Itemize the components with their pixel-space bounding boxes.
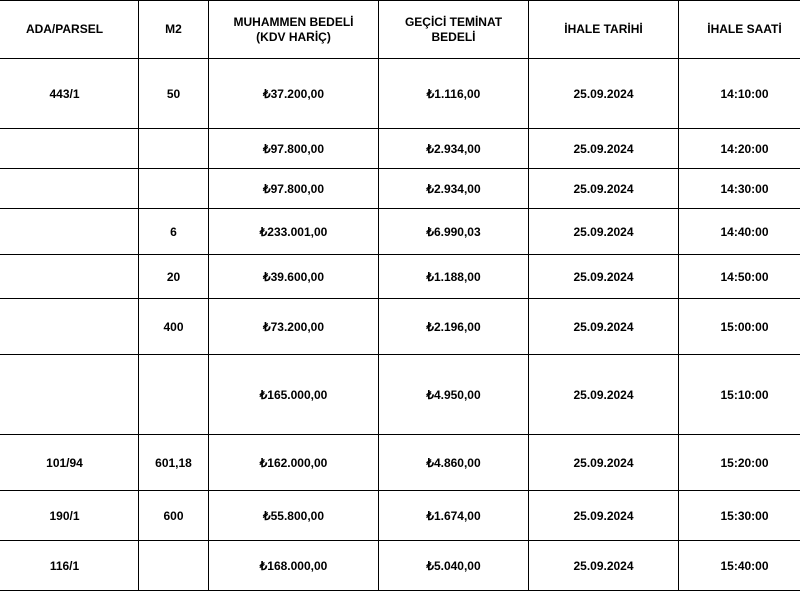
cell-tar: 25.09.2024 xyxy=(529,355,679,435)
tender-table-container: ADA/PARSEL M2 MUHAMMEN BEDELİ(KDV HARİÇ)… xyxy=(0,0,800,600)
cell-muh: ₺162.000,00 xyxy=(209,435,379,491)
col-header-muh: MUHAMMEN BEDELİ(KDV HARİÇ) xyxy=(209,1,379,59)
cell-ada: 190/1 xyxy=(0,491,139,541)
cell-m2 xyxy=(139,129,209,169)
cell-saat: 14:20:00 xyxy=(679,129,800,169)
cell-tar: 25.09.2024 xyxy=(529,255,679,299)
cell-ada xyxy=(0,299,139,355)
cell-tar: 25.09.2024 xyxy=(529,129,679,169)
cell-saat: 14:10:00 xyxy=(679,59,800,129)
col-header-tar: İHALE TARİHİ xyxy=(529,1,679,59)
tender-table: ADA/PARSEL M2 MUHAMMEN BEDELİ(KDV HARİÇ)… xyxy=(0,0,800,591)
cell-saat: 15:20:00 xyxy=(679,435,800,491)
table-row: 20₺39.600,00₺1.188,0025.09.202414:50:00 xyxy=(0,255,800,299)
table-body: 443/150₺37.200,00₺1.116,0025.09.202414:1… xyxy=(0,59,800,591)
cell-m2: 50 xyxy=(139,59,209,129)
cell-tar: 25.09.2024 xyxy=(529,491,679,541)
cell-tem: ₺2.934,00 xyxy=(379,169,529,209)
cell-m2: 601,18 xyxy=(139,435,209,491)
cell-tem: ₺2.196,00 xyxy=(379,299,529,355)
cell-tar: 25.09.2024 xyxy=(529,541,679,591)
col-header-ada: ADA/PARSEL xyxy=(0,1,139,59)
cell-saat: 15:30:00 xyxy=(679,491,800,541)
cell-ada: 101/94 xyxy=(0,435,139,491)
cell-muh: ₺55.800,00 xyxy=(209,491,379,541)
cell-saat: 15:10:00 xyxy=(679,355,800,435)
cell-tar: 25.09.2024 xyxy=(529,209,679,255)
cell-saat: 14:50:00 xyxy=(679,255,800,299)
cell-tem: ₺4.950,00 xyxy=(379,355,529,435)
cell-muh: ₺165.000,00 xyxy=(209,355,379,435)
cell-tem: ₺6.990,03 xyxy=(379,209,529,255)
table-row: 400₺73.200,00₺2.196,0025.09.202415:00:00 xyxy=(0,299,800,355)
table-row: ₺97.800,00₺2.934,0025.09.202414:30:00 xyxy=(0,169,800,209)
cell-m2: 6 xyxy=(139,209,209,255)
cell-ada xyxy=(0,355,139,435)
col-header-saat: İHALE SAATİ xyxy=(679,1,800,59)
cell-tem: ₺2.934,00 xyxy=(379,129,529,169)
table-row: 116/1 ₺168.000,00₺5.040,0025.09.202415:40… xyxy=(0,541,800,591)
cell-muh: ₺39.600,00 xyxy=(209,255,379,299)
cell-muh: ₺97.800,00 xyxy=(209,129,379,169)
cell-ada xyxy=(0,169,139,209)
cell-tem: ₺4.860,00 xyxy=(379,435,529,491)
cell-muh: ₺233.001,00 xyxy=(209,209,379,255)
cell-ada xyxy=(0,255,139,299)
table-row: 190/1600₺55.800,00₺1.674,0025.09.202415:… xyxy=(0,491,800,541)
cell-muh: ₺37.200,00 xyxy=(209,59,379,129)
table-row: ₺165.000,00₺4.950,0025.09.202415:10:00 xyxy=(0,355,800,435)
cell-tem: ₺5.040,00 xyxy=(379,541,529,591)
table-row: ₺97.800,00₺2.934,0025.09.202414:20:00 xyxy=(0,129,800,169)
table-header-row: ADA/PARSEL M2 MUHAMMEN BEDELİ(KDV HARİÇ)… xyxy=(0,1,800,59)
cell-muh: ₺73.200,00 xyxy=(209,299,379,355)
cell-ada: 116/1 xyxy=(0,541,139,591)
table-row: 443/150₺37.200,00₺1.116,0025.09.202414:1… xyxy=(0,59,800,129)
cell-m2: 400 xyxy=(139,299,209,355)
cell-m2: 600 xyxy=(139,491,209,541)
cell-saat: 15:00:00 xyxy=(679,299,800,355)
cell-tem: ₺1.116,00 xyxy=(379,59,529,129)
cell-m2 xyxy=(139,355,209,435)
cell-tar: 25.09.2024 xyxy=(529,435,679,491)
cell-muh: ₺97.800,00 xyxy=(209,169,379,209)
cell-m2: 20 xyxy=(139,255,209,299)
cell-muh: ₺168.000,00 xyxy=(209,541,379,591)
cell-saat: 14:40:00 xyxy=(679,209,800,255)
table-row: 101/94601,18₺162.000,00₺4.860,0025.09.20… xyxy=(0,435,800,491)
cell-tem: ₺1.674,00 xyxy=(379,491,529,541)
cell-tar: 25.09.2024 xyxy=(529,59,679,129)
cell-ada xyxy=(0,129,139,169)
cell-m2 xyxy=(139,169,209,209)
cell-ada xyxy=(0,209,139,255)
cell-saat: 15:40:00 xyxy=(679,541,800,591)
cell-saat: 14:30:00 xyxy=(679,169,800,209)
table-row: 6₺233.001,00₺6.990,0325.09.202414:40:00 xyxy=(0,209,800,255)
cell-tar: 25.09.2024 xyxy=(529,169,679,209)
col-header-tem: GEÇİCİ TEMİNATBEDELİ xyxy=(379,1,529,59)
cell-tar: 25.09.2024 xyxy=(529,299,679,355)
cell-ada: 443/1 xyxy=(0,59,139,129)
col-header-m2: M2 xyxy=(139,1,209,59)
cell-tem: ₺1.188,00 xyxy=(379,255,529,299)
cell-m2 xyxy=(139,541,209,591)
